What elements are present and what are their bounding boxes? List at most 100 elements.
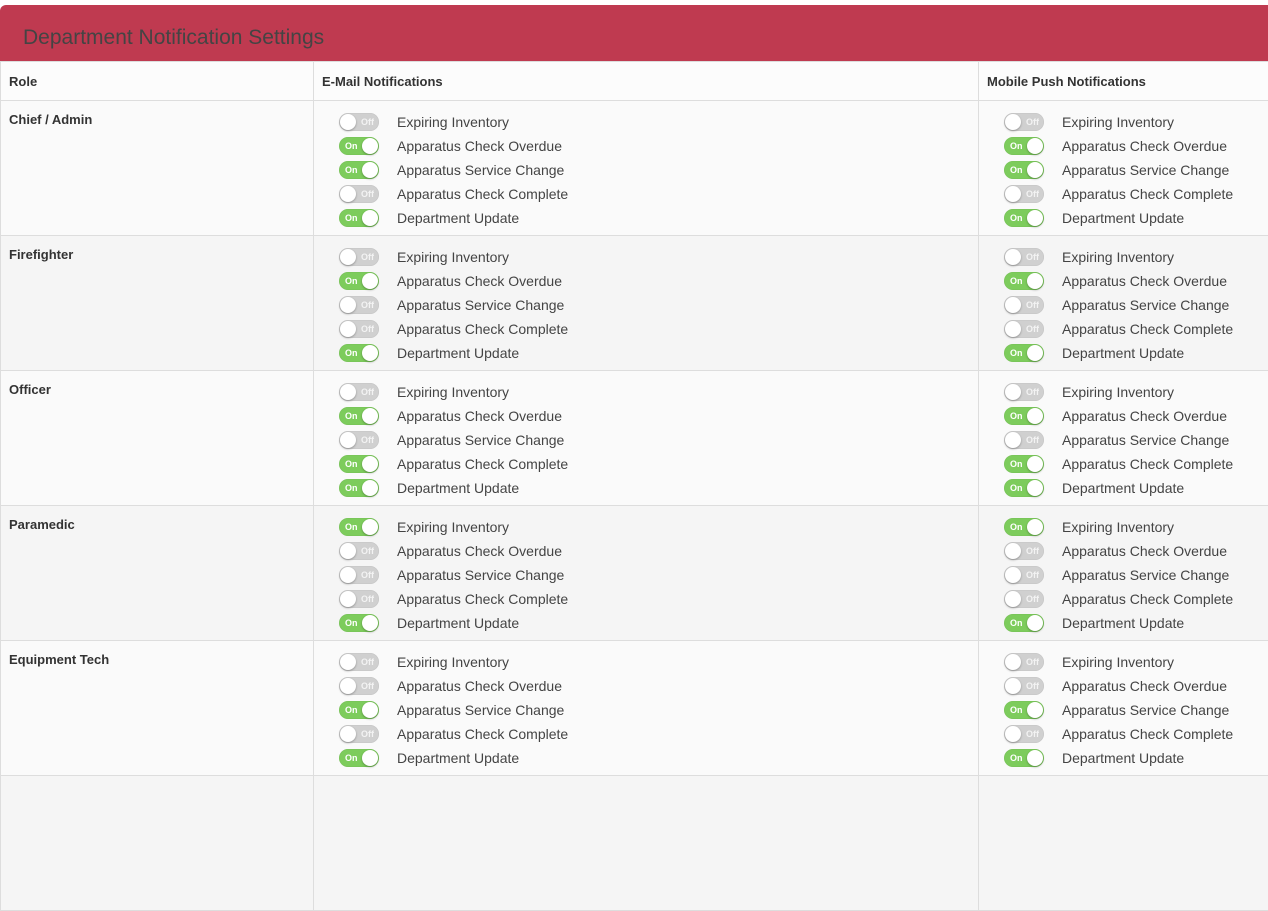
toggle-knob [1027, 750, 1043, 766]
notification-item: On Department Update [1004, 611, 1268, 635]
email-toggle-switch[interactable]: On [339, 455, 379, 473]
notification-label: Apparatus Service Change [1062, 567, 1229, 583]
toggle-knob [340, 543, 356, 559]
push-toggle-switch[interactable]: On [1004, 455, 1044, 473]
email-toggle-switch[interactable]: On [339, 701, 379, 719]
push-toggle-switch[interactable]: On [1004, 518, 1044, 536]
toggle-state-label: Off [1026, 594, 1039, 604]
push-toggle-switch[interactable]: On [1004, 272, 1044, 290]
email-toggle-switch[interactable]: On [339, 137, 379, 155]
email-toggle-switch[interactable]: Off [339, 113, 379, 131]
toggle-state-label: Off [1026, 546, 1039, 556]
push-toggle-switch[interactable]: On [1004, 407, 1044, 425]
push-toggle-switch[interactable]: On [1004, 161, 1044, 179]
push-toggle-switch[interactable]: Off [1004, 590, 1044, 608]
role-name: Equipment Tech [1, 641, 313, 667]
empty-cell [314, 776, 979, 911]
email-toggle-switch[interactable]: Off [339, 725, 379, 743]
push-toggle-switch[interactable]: On [1004, 479, 1044, 497]
push-toggle-switch[interactable]: On [1004, 209, 1044, 227]
notification-item: On Apparatus Check Overdue [1004, 404, 1268, 428]
email-toggle-switch[interactable]: Off [339, 653, 379, 671]
toggle-knob [362, 750, 378, 766]
toggle-knob [1027, 408, 1043, 424]
push-toggle-switch[interactable]: Off [1004, 185, 1044, 203]
push-toggle-switch[interactable]: On [1004, 749, 1044, 767]
toggle-state-label: On [345, 411, 358, 421]
email-toggle-switch[interactable]: On [339, 479, 379, 497]
notification-label: Apparatus Service Change [1062, 297, 1229, 313]
toggle-state-label: On [1010, 165, 1023, 175]
email-toggle-switch[interactable]: Off [339, 542, 379, 560]
toggle-state-label: Off [361, 189, 374, 199]
toggle-knob [340, 249, 356, 265]
toggle-knob [1005, 297, 1021, 313]
push-toggle-switch[interactable]: Off [1004, 113, 1044, 131]
email-toggle-switch[interactable]: On [339, 518, 379, 536]
email-toggle-switch[interactable]: On [339, 344, 379, 362]
toggle-knob [1005, 654, 1021, 670]
push-toggle-switch[interactable]: Off [1004, 248, 1044, 266]
email-toggle-switch[interactable]: Off [339, 383, 379, 401]
push-toggle-switch[interactable]: Off [1004, 725, 1044, 743]
email-toggle-switch[interactable]: Off [339, 677, 379, 695]
push-toggle-switch[interactable]: Off [1004, 296, 1044, 314]
push-toggle-switch[interactable]: Off [1004, 431, 1044, 449]
toggle-knob [340, 678, 356, 694]
notification-label: Department Update [1062, 615, 1184, 631]
notification-label: Apparatus Check Overdue [397, 138, 562, 154]
email-toggle-switch[interactable]: On [339, 407, 379, 425]
toggle-knob [1005, 321, 1021, 337]
toggle-knob [1005, 384, 1021, 400]
push-toggle-switch[interactable]: On [1004, 344, 1044, 362]
toggle-state-label: On [1010, 141, 1023, 151]
notification-label: Apparatus Service Change [397, 162, 564, 178]
email-toggle-switch[interactable]: Off [339, 431, 379, 449]
email-toggle-switch[interactable]: Off [339, 320, 379, 338]
role-name: Paramedic [1, 506, 313, 532]
notification-label: Apparatus Check Overdue [1062, 138, 1227, 154]
notification-label: Apparatus Check Overdue [1062, 408, 1227, 424]
notification-label: Apparatus Check Overdue [397, 678, 562, 694]
email-toggle-switch[interactable]: Off [339, 296, 379, 314]
toggle-state-label: Off [361, 324, 374, 334]
email-toggle-switch[interactable]: Off [339, 248, 379, 266]
toggle-knob [340, 726, 356, 742]
email-toggle-switch[interactable]: On [339, 749, 379, 767]
push-toggle-switch[interactable]: Off [1004, 566, 1044, 584]
email-toggle-switch[interactable]: On [339, 161, 379, 179]
email-toggle-switch[interactable]: Off [339, 566, 379, 584]
email-toggle-switch[interactable]: On [339, 209, 379, 227]
toggle-state-label: Off [361, 546, 374, 556]
notification-label: Apparatus Check Overdue [1062, 273, 1227, 289]
push-toggle-switch[interactable]: On [1004, 614, 1044, 632]
toggle-state-label: On [1010, 348, 1023, 358]
toggle-state-label: Off [361, 252, 374, 262]
push-toggle-switch[interactable]: Off [1004, 653, 1044, 671]
email-toggle-switch[interactable]: On [339, 272, 379, 290]
email-toggle-switch[interactable]: On [339, 614, 379, 632]
push-toggle-switch[interactable]: On [1004, 701, 1044, 719]
email-toggle-switch[interactable]: Off [339, 185, 379, 203]
toggle-state-label: On [1010, 753, 1023, 763]
notification-label: Apparatus Service Change [1062, 432, 1229, 448]
toggle-knob [1005, 591, 1021, 607]
push-toggle-switch[interactable]: Off [1004, 320, 1044, 338]
push-toggle-switch[interactable]: Off [1004, 677, 1044, 695]
page-title: Department Notification Settings [23, 26, 324, 50]
notification-label: Expiring Inventory [397, 519, 509, 535]
push-toggle-switch[interactable]: Off [1004, 383, 1044, 401]
push-toggle-switch[interactable]: Off [1004, 542, 1044, 560]
toggle-knob [362, 345, 378, 361]
email-toggle-switch[interactable]: Off [339, 590, 379, 608]
push-toggle-switch[interactable]: On [1004, 137, 1044, 155]
